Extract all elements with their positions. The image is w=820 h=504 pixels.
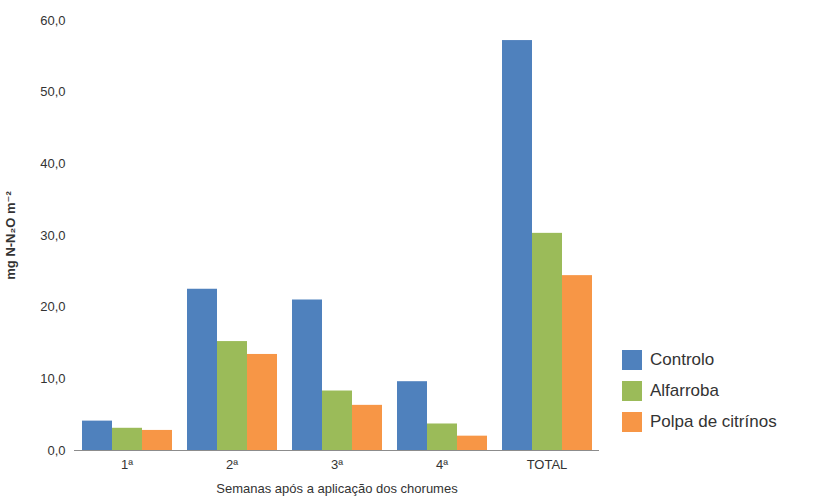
svg-text:0,0: 0,0: [47, 443, 65, 458]
svg-text:40,0: 40,0: [40, 156, 65, 171]
html-text:Controlo: Controlo: [650, 350, 715, 369]
svg-text:4ª: 4ª: [436, 457, 448, 472]
html-text:Alfarroba: Alfarroba: [650, 381, 719, 400]
svg-text:60,0: 60,0: [40, 13, 65, 28]
svg-text:mg N-N₂O m⁻²: mg N-N₂O m⁻²: [3, 191, 18, 280]
svg-text:2ª: 2ª: [226, 457, 238, 472]
svg-text:1ª: 1ª: [121, 457, 133, 472]
svg-text:10,0: 10,0: [40, 371, 65, 386]
svg-text:30,0: 30,0: [40, 228, 65, 243]
svg-text:20,0: 20,0: [40, 299, 65, 314]
html-text:Polpa de citrínos: Polpa de citrínos: [650, 412, 777, 431]
svg-text:Semanas após a aplicação dos c: Semanas após a aplicação dos chorumes: [216, 481, 458, 496]
svg-text:TOTAL: TOTAL: [527, 457, 568, 472]
svg-text:50,0: 50,0: [40, 84, 65, 99]
svg-text:3ª: 3ª: [331, 457, 343, 472]
